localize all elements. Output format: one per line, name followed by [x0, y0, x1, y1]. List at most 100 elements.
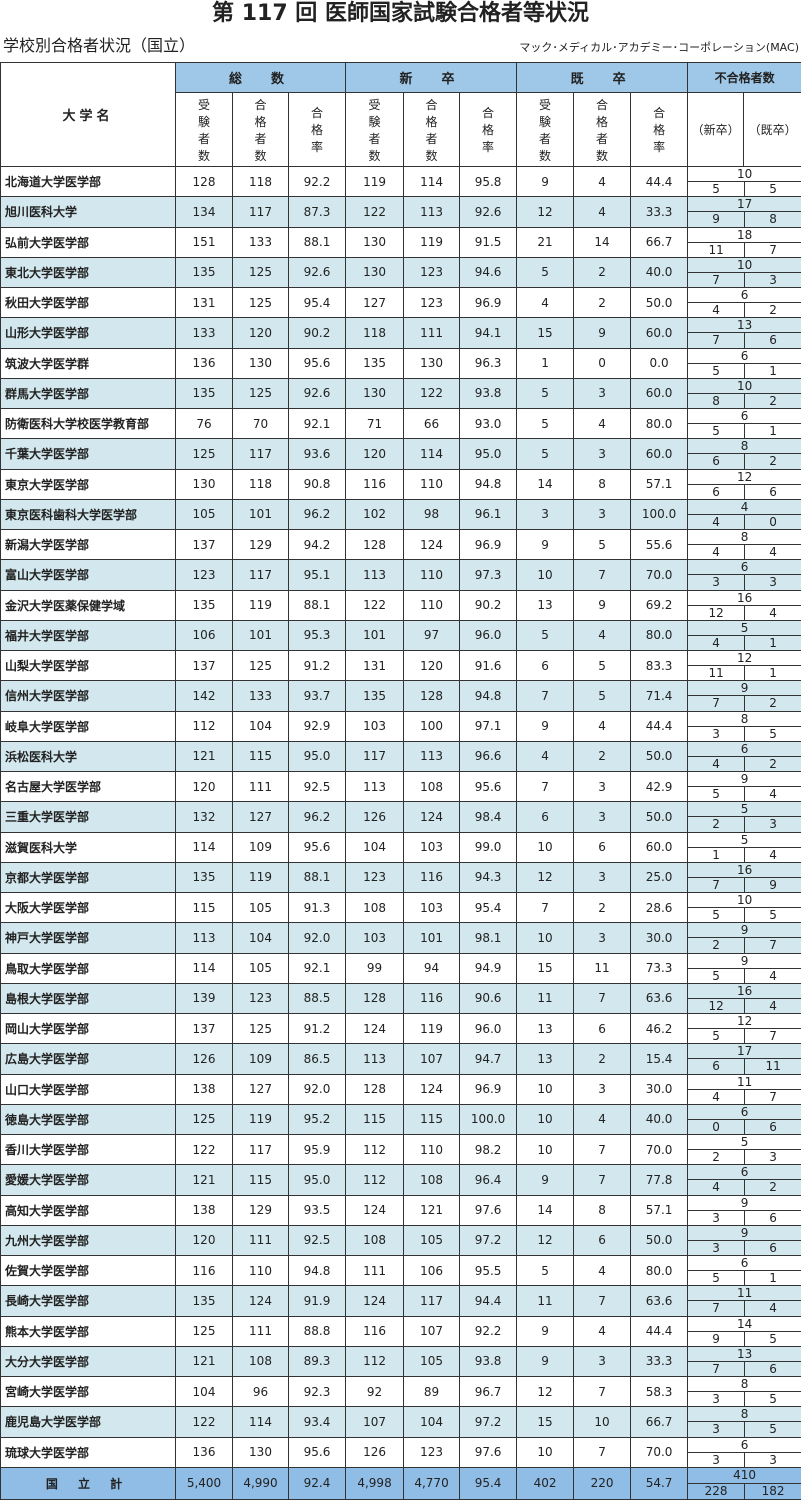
failed-previous: 5 — [769, 726, 777, 741]
value-cell: 97.3 — [459, 559, 518, 591]
value-cell: 94.4 — [459, 1285, 518, 1317]
value-cell: 3 — [573, 1345, 632, 1378]
value-cell: 103 — [345, 710, 405, 742]
value-cell: 137 — [175, 649, 233, 682]
failed-new: 4 — [688, 514, 746, 529]
failed-total: 10 — [736, 257, 753, 272]
subheader-previous-grad-passed: 合格者数 — [573, 92, 632, 167]
value-cell: 91.9 — [287, 1285, 347, 1317]
failed-total: 410 — [733, 1467, 757, 1482]
university-name: 香川大学医学部 — [0, 1133, 176, 1166]
university-name: 鹿児島大学医学部 — [0, 1406, 176, 1438]
failed-count-cell: 5 4 1 — [687, 619, 801, 652]
value-cell: 2 — [573, 286, 632, 319]
value-cell: 117 — [232, 1133, 289, 1166]
value-cell: 40.0 — [630, 1103, 689, 1136]
failed-new: 4 — [688, 756, 746, 771]
value-cell: 132 — [175, 801, 233, 833]
value-cell: 104 — [403, 1406, 461, 1438]
value-cell: 100 — [403, 710, 461, 742]
failed-previous: 1 — [769, 635, 777, 650]
failed-count-cell: 10 5 5 — [687, 165, 801, 198]
value-cell: 101 — [403, 922, 461, 954]
value-cell: 104 — [232, 922, 289, 954]
value-cell: 126 — [345, 1436, 405, 1468]
value-cell: 7 — [573, 1164, 632, 1196]
failed-previous: 2 — [769, 756, 777, 771]
value-cell: 6 — [573, 1012, 632, 1045]
value-cell: 96.3 — [459, 347, 518, 379]
university-name: 富山大学医学部 — [0, 559, 176, 591]
value-cell: 130 — [403, 347, 461, 379]
value-cell: 97.6 — [459, 1436, 518, 1468]
failed-new: 6 — [688, 1059, 746, 1074]
value-cell: 14 — [573, 226, 632, 258]
failed-count-cell: 12 11 1 — [687, 649, 801, 682]
value-cell: 108 — [345, 891, 405, 924]
value-cell: 15 — [516, 952, 575, 984]
value-cell: 97.6 — [459, 1194, 518, 1226]
failed-new: 5 — [688, 1029, 746, 1044]
university-name: 琉球大学医学部 — [0, 1436, 176, 1468]
failed-count-cell: 11 4 7 — [687, 1073, 801, 1105]
value-cell: 50.0 — [630, 1224, 689, 1257]
value-cell: 138 — [175, 1194, 233, 1226]
value-cell: 117 — [232, 438, 289, 470]
university-name: 群馬大学医学部 — [0, 377, 176, 410]
value-cell: 91.2 — [287, 649, 347, 682]
value-cell: 70.0 — [630, 1436, 689, 1468]
value-cell: 7 — [573, 1436, 632, 1468]
university-name: 長崎大学医学部 — [0, 1285, 176, 1317]
value-cell: 10 — [516, 1103, 575, 1136]
table-row: 北海道大学医学部 128 118 92.2 119 114 95.8 9 4 44.4 10 5 5 — [0, 165, 801, 198]
value-cell: 60.0 — [630, 377, 689, 410]
value-cell: 92.3 — [287, 1375, 347, 1408]
value-cell: 96.9 — [459, 286, 518, 319]
university-name: 九州大学医学部 — [0, 1224, 176, 1257]
value-cell: 94.8 — [459, 680, 518, 712]
subheader-failed-previous: （既卒） — [743, 92, 801, 167]
value-cell: 3 — [573, 801, 632, 833]
failed-count-cell: 17 6 11 — [687, 1043, 801, 1075]
value-cell: 86.5 — [287, 1043, 347, 1075]
university-name: 国 立 計 — [0, 1466, 176, 1500]
value-cell: 108 — [403, 770, 461, 803]
value-cell: 11 — [516, 982, 575, 1015]
value-cell: 33.3 — [630, 196, 689, 228]
value-cell: 69.2 — [630, 589, 689, 621]
table-row: 名古屋大学医学部 120 111 92.5 113 108 95.6 7 3 42.9 9 5 4 — [0, 770, 801, 803]
value-cell: 92.9 — [287, 710, 347, 742]
value-cell: 137 — [175, 1012, 233, 1045]
failed-count-cell: 9 5 4 — [687, 770, 801, 803]
value-cell: 63.6 — [630, 982, 689, 1015]
value-cell: 113 — [175, 922, 233, 954]
value-cell: 90.2 — [459, 589, 518, 621]
value-cell: 14 — [516, 468, 575, 500]
failed-count-cell: 12 5 7 — [687, 1012, 801, 1045]
value-cell: 105 — [403, 1345, 461, 1378]
failed-previous: 4 — [769, 998, 777, 1013]
failed-count-cell: 5 2 3 — [687, 1133, 801, 1166]
value-cell: 109 — [232, 1043, 289, 1075]
value-cell: 124 — [345, 1012, 405, 1045]
group-header-new-grad: 新 卒 — [345, 62, 518, 93]
value-cell: 105 — [403, 1224, 461, 1257]
table-row: 琉球大学医学部 136 130 95.6 126 123 97.6 10 7 70.0 6 3 3 — [0, 1436, 801, 1468]
value-cell: 11 — [573, 952, 632, 984]
failed-new: 5 — [688, 182, 746, 197]
university-name: 広島大学医学部 — [0, 1043, 176, 1075]
value-cell: 55.6 — [630, 528, 689, 561]
table-row: 富山大学医学部 123 117 95.1 113 110 97.3 10 7 70.0 6 3 3 — [0, 559, 801, 591]
failed-new: 6 — [688, 484, 746, 499]
value-cell: 77.8 — [630, 1164, 689, 1196]
value-cell: 129 — [232, 528, 289, 561]
failed-total: 12 — [736, 651, 753, 665]
value-cell: 13 — [516, 589, 575, 621]
value-cell: 114 — [403, 438, 461, 470]
value-cell: 92.5 — [287, 770, 347, 803]
